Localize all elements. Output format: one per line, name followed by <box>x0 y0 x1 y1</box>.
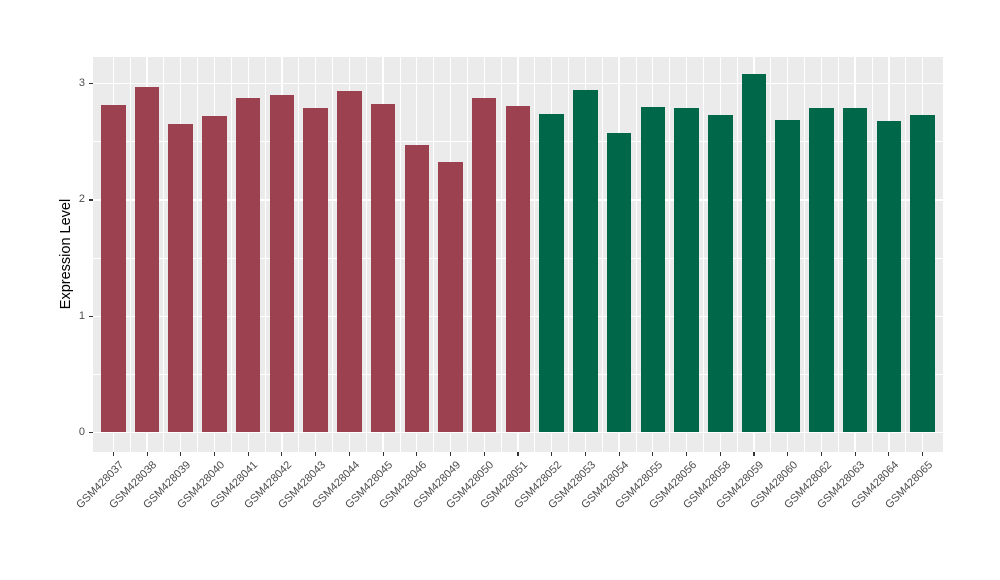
bar-GSM428051 <box>505 105 531 433</box>
gridline-minor-v <box>332 57 333 452</box>
x-tick-mark <box>146 452 148 456</box>
x-tick-mark <box>416 452 418 456</box>
bar-GSM428059 <box>741 74 767 433</box>
y-tick-label: 3 <box>78 77 85 90</box>
gridline-minor-v <box>601 57 603 452</box>
gridline-minor-v <box>669 57 671 452</box>
bar-GSM428045 <box>370 103 396 433</box>
bar-GSM428049 <box>438 161 463 433</box>
y-tick-mark <box>89 199 93 201</box>
x-tick-mark <box>652 452 654 456</box>
gridline-minor-v <box>804 57 805 452</box>
gridline-minor-v <box>163 57 165 452</box>
gridline-minor-v <box>466 57 468 452</box>
y-axis-title: Expression Level <box>57 198 74 309</box>
gridline-minor-v <box>736 57 738 452</box>
x-tick-mark <box>213 452 216 456</box>
gridline-minor-v <box>197 57 198 452</box>
bar-GSM428052 <box>539 113 564 433</box>
x-tick-mark <box>551 452 553 456</box>
gridline-minor-v <box>365 57 367 452</box>
bar-GSM428038 <box>134 87 160 433</box>
gridline-minor-v <box>837 57 839 452</box>
gridline-minor-v <box>534 57 536 452</box>
bar-GSM428040 <box>202 116 227 433</box>
gridline-minor-v <box>129 57 131 452</box>
x-tick-mark <box>281 452 283 456</box>
gridline-minor-v <box>871 57 873 452</box>
x-tick-mark <box>888 452 890 456</box>
x-tick-mark <box>686 452 688 456</box>
bar-GSM428041 <box>235 97 261 433</box>
bar-GSM428042 <box>269 95 295 433</box>
x-tick-mark <box>584 452 586 456</box>
x-tick-mark <box>787 452 789 456</box>
bar-GSM428039 <box>168 124 193 433</box>
gridline-minor-v <box>264 57 266 452</box>
bar-GSM428046 <box>404 145 430 433</box>
x-tick-mark <box>180 452 182 456</box>
y-tick-label: 1 <box>78 309 85 322</box>
x-tick-mark <box>618 452 620 456</box>
gridline-minor-v <box>230 57 232 452</box>
bar-GSM428044 <box>337 90 362 433</box>
bar-GSM428043 <box>303 108 328 433</box>
x-tick-mark <box>382 452 384 456</box>
x-tick-mark <box>820 452 822 456</box>
x-tick-mark <box>112 452 114 456</box>
bar-GSM428037 <box>101 104 126 433</box>
y-tick-mark <box>89 432 93 434</box>
bar-GSM428050 <box>471 97 497 433</box>
y-tick-mark <box>89 83 93 85</box>
gridline-minor-v <box>500 57 502 452</box>
x-tick-mark <box>348 452 350 456</box>
x-tick-mark <box>719 452 721 456</box>
gridline-minor-v <box>905 57 907 452</box>
gridline-minor-v <box>703 57 704 452</box>
gridline-minor-v <box>298 57 300 452</box>
x-tick-mark <box>450 452 452 456</box>
gridline-minor-v <box>433 57 435 452</box>
bar-GSM428055 <box>640 106 666 433</box>
bar-GSM428054 <box>606 132 632 433</box>
gridline-minor-v <box>770 57 772 452</box>
y-tick-label: 0 <box>78 426 85 438</box>
x-tick-mark <box>483 452 485 456</box>
x-tick-mark <box>922 452 924 456</box>
gridline-minor-v <box>399 57 401 452</box>
y-tick-label: 2 <box>78 193 85 206</box>
bar-GSM428058 <box>708 115 733 433</box>
bar-GSM428065 <box>910 115 935 433</box>
x-tick-mark <box>854 452 856 456</box>
x-tick-mark <box>517 452 519 456</box>
bar-GSM428056 <box>674 108 699 433</box>
bar-GSM428063 <box>842 108 868 433</box>
bar-GSM428053 <box>573 89 598 433</box>
gridline-minor-v <box>568 57 569 452</box>
plot-panel <box>93 57 943 452</box>
bar-GSM428064 <box>876 120 902 433</box>
gridline-minor-v <box>635 57 637 452</box>
x-tick-mark <box>315 452 317 456</box>
x-tick-mark <box>247 452 249 456</box>
bar-GSM428060 <box>775 119 800 433</box>
y-tick-mark <box>89 315 93 317</box>
x-tick-mark <box>753 452 755 456</box>
bar-GSM428062 <box>809 108 834 433</box>
